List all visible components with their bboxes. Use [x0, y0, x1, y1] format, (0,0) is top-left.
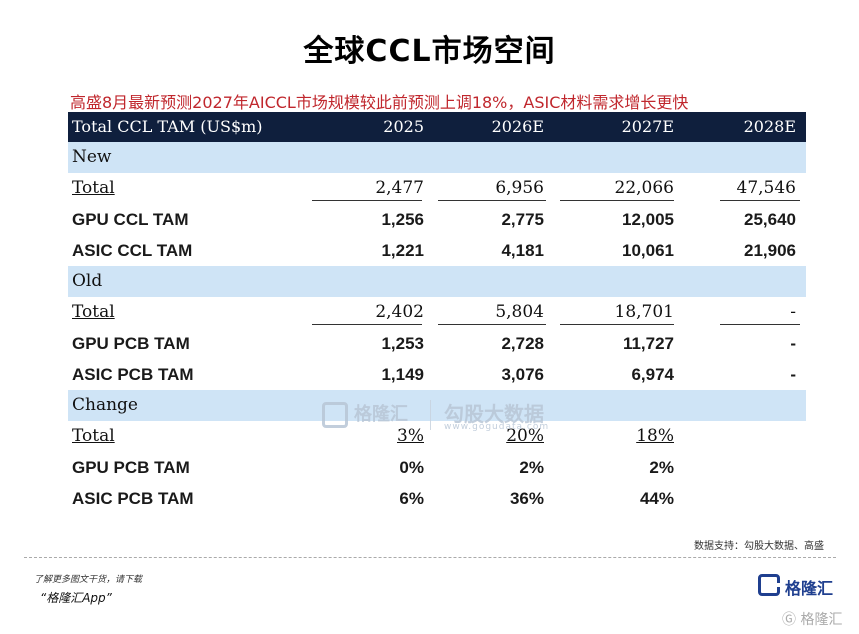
- row-label: ASIC PCB TAM: [72, 365, 194, 384]
- cell: 36%: [509, 489, 544, 508]
- section-label: Change: [72, 395, 138, 415]
- cell: 6,974: [631, 365, 674, 384]
- footer-app-name: “格隆汇App”: [40, 591, 112, 605]
- table-row: Total 3% 20% 18%: [68, 421, 806, 452]
- cell: 2%: [519, 458, 544, 477]
- logo-text: 格隆汇: [785, 579, 834, 598]
- table-row: ASIC PCB TAM 6% 36% 44%: [68, 483, 806, 514]
- underline: [438, 324, 546, 325]
- cell: 1,256: [381, 210, 424, 229]
- cell: 18,701: [614, 302, 674, 322]
- underline: [720, 324, 800, 325]
- cell: 2,402: [375, 302, 424, 322]
- row-label: Total: [72, 426, 115, 446]
- cell: 2,775: [501, 210, 544, 229]
- cell: 21,906: [744, 241, 796, 260]
- section-old: Old: [68, 266, 806, 297]
- cell: 3,076: [501, 365, 544, 384]
- cell: 1,149: [381, 365, 424, 384]
- cell: 20%: [506, 426, 544, 446]
- page-title: 全球CCL市场空间: [303, 34, 556, 69]
- corner-watermark: Ⓖ 格隆汇: [782, 609, 842, 629]
- watermark-brand: 勾股大数据: [444, 402, 544, 426]
- footer-hint: 了解更多图文干货，请下载: [34, 575, 143, 585]
- cell: 10,061: [622, 241, 674, 260]
- cell: -: [790, 365, 796, 384]
- cell: 6,956: [495, 178, 544, 198]
- row-label: GPU PCB TAM: [72, 458, 190, 477]
- table-row: GPU PCB TAM 0% 2% 2%: [68, 452, 806, 483]
- cell: 25,640: [744, 210, 796, 229]
- cell: [676, 452, 796, 483]
- header-year-2025: 2025: [383, 117, 424, 136]
- watermark-divider: [430, 400, 431, 430]
- section-new: New: [68, 142, 806, 173]
- source-note: 数据支持：勾股大数据、高盛: [694, 541, 824, 552]
- table-row: ASIC CCL TAM 1,221 4,181 10,061 21,906: [68, 235, 806, 266]
- underline: [438, 200, 546, 201]
- table-row: Total 2,477 6,956 22,066 47,546: [68, 173, 806, 204]
- ccl-tam-table: Total CCL TAM (US$m) 2025 2026E 2027E 20…: [68, 112, 806, 514]
- footer-divider: [24, 557, 836, 558]
- table-row: GPU PCB TAM 1,253 2,728 11,727 -: [68, 328, 806, 359]
- cell: 5,804: [495, 302, 544, 322]
- copyright-icon: Ⓖ: [782, 612, 801, 628]
- underline: [312, 200, 422, 201]
- section-change: Change: [68, 390, 806, 421]
- cell: 11,727: [622, 334, 674, 353]
- cell: 0%: [399, 458, 424, 477]
- row-label: ASIC CCL TAM: [72, 241, 193, 260]
- cell: 47,546: [736, 178, 796, 198]
- cell: [676, 483, 796, 514]
- underline: [560, 200, 674, 201]
- section-label: New: [72, 147, 112, 167]
- row-label: Total: [72, 302, 115, 322]
- cell: [676, 421, 796, 452]
- table-header-row: Total CCL TAM (US$m) 2025 2026E 2027E 20…: [68, 112, 806, 142]
- cell: 3%: [397, 426, 424, 446]
- cell: 4,181: [501, 241, 544, 260]
- watermark-url: www.gogudata.com: [444, 422, 550, 432]
- underline: [312, 324, 422, 325]
- header-year-2028e: 2028E: [743, 117, 796, 136]
- header-year-2026e: 2026E: [491, 117, 544, 136]
- row-label: GPU PCB TAM: [72, 334, 190, 353]
- cell: 1,253: [381, 334, 424, 353]
- table-row: Total 2,402 5,804 18,701 -: [68, 297, 806, 328]
- table-row: ASIC PCB TAM 1,149 3,076 6,974 -: [68, 359, 806, 390]
- cell: 22,066: [614, 178, 674, 198]
- cell: -: [790, 334, 796, 353]
- cell: 12,005: [622, 210, 674, 229]
- section-label: Old: [72, 271, 103, 291]
- cell: 2%: [649, 458, 674, 477]
- watermark: 格隆汇 勾股大数据 www.gogudata.com: [322, 398, 582, 438]
- header-year-2027e: 2027E: [621, 117, 674, 136]
- logo-icon: [758, 574, 780, 596]
- cell: 1,221: [381, 241, 424, 260]
- cell: 18%: [636, 426, 674, 446]
- subtitle: 高盛8月最新预测2027年AICCL市场规模较此前预测上调18%，ASIC材料需…: [70, 93, 689, 112]
- cell: 44%: [639, 489, 674, 508]
- cell: 6%: [399, 489, 424, 508]
- cell: 2,477: [375, 178, 424, 198]
- table-row: GPU CCL TAM 1,256 2,775 12,005 25,640: [68, 204, 806, 235]
- header-label: Total CCL TAM (US$m): [72, 117, 263, 136]
- cell: 2,728: [501, 334, 544, 353]
- watermark-logo-icon: [322, 402, 348, 428]
- watermark-logo-text: 格隆汇: [354, 404, 408, 425]
- footer-logo: 格隆汇: [758, 574, 838, 600]
- corner-watermark-text: 格隆汇: [800, 612, 843, 628]
- row-label: ASIC PCB TAM: [72, 489, 194, 508]
- cell: -: [790, 302, 796, 322]
- row-label: Total: [72, 178, 115, 198]
- row-label: GPU CCL TAM: [72, 210, 189, 229]
- underline: [560, 324, 674, 325]
- underline: [720, 200, 800, 201]
